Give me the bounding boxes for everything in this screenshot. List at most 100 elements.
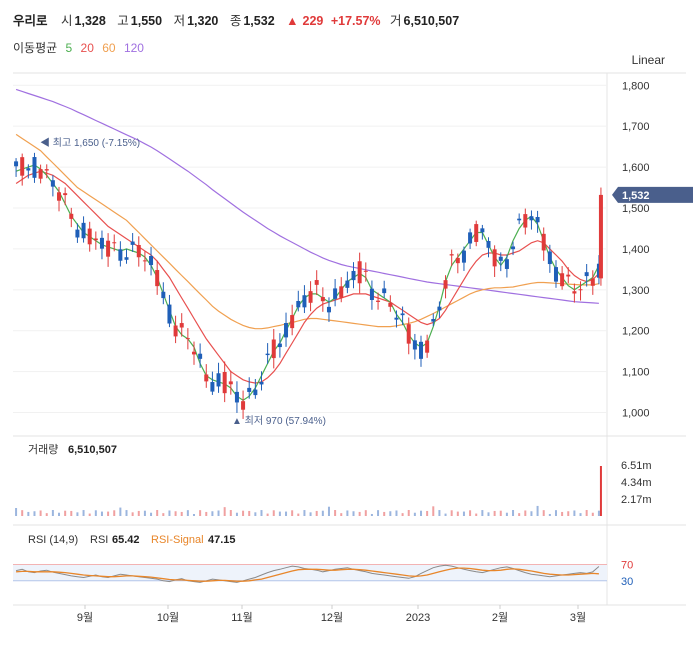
candle-body (419, 341, 424, 359)
candle-body (394, 317, 399, 320)
candle-body (20, 157, 25, 176)
volume-bar (217, 510, 220, 516)
ma-5: 5 (65, 41, 73, 55)
candle-body (382, 288, 387, 294)
volume-bar (137, 510, 140, 516)
candle-body (253, 389, 258, 396)
volume-bar (205, 511, 208, 516)
moving-average-legend[interactable]: 이동평균 5 20 60 120 (13, 39, 144, 56)
ma-60: 60 (102, 41, 116, 55)
volume-bar (512, 510, 515, 516)
volume-bar (143, 510, 146, 516)
ma120-line (15, 88, 599, 304)
volume-bar (352, 511, 355, 516)
price-tick-label: 1,100 (622, 367, 650, 379)
volume-bar (260, 510, 263, 516)
candle-body (486, 240, 491, 248)
volume-tick-label: 6.51m (621, 460, 652, 472)
volume-panel-label: 거래량 (28, 443, 58, 456)
candle-body (363, 270, 368, 272)
candle-body (566, 274, 571, 277)
volume-bar (303, 510, 306, 516)
candle-body (38, 169, 43, 179)
candle-body (412, 340, 417, 350)
volume-bar (469, 510, 472, 516)
stock-header: 우리로 시 1,328 고 1,550 저 1,320 종 1,532 ▲ 229 +17… (13, 10, 467, 29)
candle-body (535, 216, 540, 223)
candle-body (124, 257, 129, 260)
volume-bar (548, 513, 551, 516)
rsi-signal-label: RSI-Signal (151, 534, 204, 546)
candle-body (388, 302, 393, 307)
candle-body (351, 270, 356, 281)
candle-body (136, 244, 141, 258)
candle-body (326, 306, 331, 313)
low-annotation: ▲ 최저 970 (57.94%) (232, 415, 326, 427)
x-tick-label: 11월 (231, 611, 253, 624)
volume-bar (432, 506, 435, 516)
volume-bar (530, 511, 533, 516)
x-tick-label: 2023 (406, 612, 430, 624)
volume-bar (481, 510, 484, 516)
ma60-line (15, 133, 600, 330)
volume-bar (64, 510, 67, 516)
volume-bar (76, 512, 79, 516)
volume-bar (51, 510, 54, 516)
volume-panel-value: 6,510,507 (68, 444, 117, 456)
volume-bar (119, 507, 122, 516)
volume-bar (561, 511, 564, 516)
candle-body (216, 373, 221, 387)
close-label: 종 (229, 14, 242, 28)
volume-bar (113, 510, 116, 516)
volume-bar (254, 512, 257, 516)
candle-body (161, 291, 166, 299)
candle-body (345, 280, 350, 288)
candle-body (228, 381, 233, 385)
scale-toggle[interactable]: Linear (631, 53, 665, 67)
rsi-tick-70: 70 (621, 559, 633, 571)
candle-body (578, 289, 583, 291)
candle-body (296, 300, 301, 308)
volume-bar (334, 510, 337, 516)
volume-bar (229, 510, 232, 516)
volume-tick-label: 2.17m (621, 494, 652, 506)
ma5-line (15, 164, 600, 402)
volume-value: 6,510,507 (403, 14, 460, 28)
volume-bar (156, 510, 159, 516)
volume-bar (567, 511, 570, 516)
candle-body (259, 381, 264, 385)
candle-body (598, 194, 603, 279)
volume-bar (358, 511, 361, 516)
volume-bar (475, 513, 478, 516)
volume-bar (70, 510, 73, 516)
candle-body (149, 255, 154, 266)
volume-bar (125, 510, 128, 516)
volume-bar (223, 507, 226, 516)
candle-body (99, 237, 104, 249)
candle-body (26, 168, 31, 171)
volume-bar (370, 513, 373, 516)
candle-body (443, 280, 448, 289)
high-value: 1,550 (130, 14, 163, 28)
candle-body (130, 241, 135, 245)
volume-bar (524, 510, 527, 516)
open-value: 1,328 (74, 14, 106, 28)
candle-body (449, 254, 454, 256)
volume-bar (235, 512, 238, 516)
volume-label: 거 (390, 14, 402, 28)
volume-bar (401, 513, 404, 516)
volume-bar (456, 511, 459, 516)
candle-body (155, 270, 160, 287)
candle-body (222, 372, 227, 394)
candle-body (400, 313, 405, 316)
volume-bar (58, 512, 61, 516)
candle-body (376, 300, 381, 302)
candle-body (87, 228, 92, 245)
volume-bar (383, 511, 386, 516)
volume-bar (199, 510, 202, 516)
low-label: 저 (173, 14, 186, 28)
candle-body (406, 324, 411, 344)
volume-bar (395, 510, 398, 516)
candle-body (339, 286, 344, 298)
